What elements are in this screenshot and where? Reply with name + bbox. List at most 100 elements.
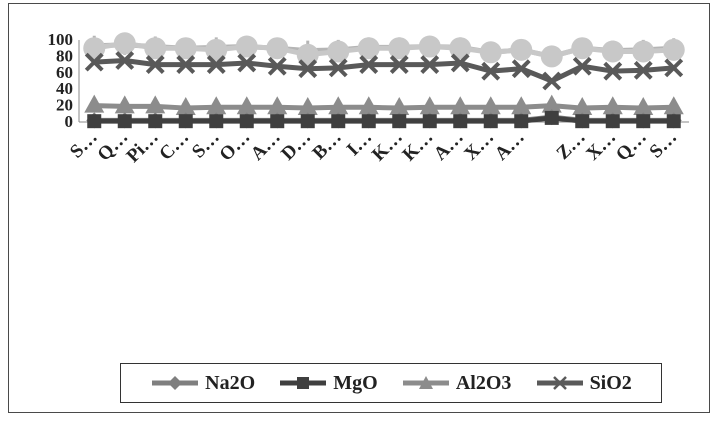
legend-swatch-sio2 — [536, 376, 583, 390]
legend-item-sio2: SiO2 — [535, 372, 632, 395]
data-point — [510, 38, 533, 61]
data-point — [84, 52, 104, 72]
data-point — [359, 55, 379, 75]
data-point — [453, 114, 468, 129]
x-tick-label: S… — [66, 127, 102, 163]
y-tick-label: 0 — [65, 112, 74, 131]
y-tick-label: 40 — [56, 79, 73, 98]
data-point — [84, 94, 105, 113]
series-sio2 — [84, 51, 684, 91]
data-point — [357, 37, 380, 60]
data-point — [83, 37, 106, 60]
data-point — [540, 45, 563, 68]
data-point — [267, 96, 288, 115]
x-tick-label: A… — [430, 127, 468, 165]
data-point — [544, 110, 559, 125]
data-point — [144, 37, 167, 60]
data-point — [239, 114, 254, 129]
x-tick-label: A… — [247, 127, 285, 165]
data-point — [480, 96, 501, 115]
data-point — [633, 97, 654, 116]
data-point — [663, 96, 684, 115]
data-point — [388, 37, 411, 60]
data-point — [603, 61, 623, 81]
data-point — [389, 97, 410, 116]
chart-frame: 0 20 40 60 80 100 S… Q… Pi… C… S… O… A… D… B… I… K… K… A…… — [8, 3, 710, 413]
data-point — [148, 114, 163, 129]
x-tick-label: X… — [460, 127, 498, 165]
data-point — [266, 37, 289, 60]
data-point — [270, 114, 285, 129]
data-point — [575, 114, 590, 129]
x-tick-label: I… — [343, 127, 377, 161]
x-tick-label: K… — [368, 127, 407, 166]
legend-label-mgo: MgO — [333, 371, 378, 394]
data-point — [145, 55, 165, 75]
data-point — [114, 95, 135, 114]
data-point — [174, 37, 197, 60]
x-tick-label: S… — [646, 127, 682, 163]
data-point — [87, 114, 102, 129]
x-tick-label: A… — [491, 127, 529, 165]
x-tick-label: X… — [582, 127, 620, 165]
data-point — [602, 96, 623, 115]
data-point — [450, 96, 471, 115]
x-tick-label: B… — [309, 127, 346, 164]
x-axis: S…Q…Pi…C…S…O…A…D…B…I…K…K…A…X…A… Z…X…Q…S… — [66, 127, 681, 167]
data-point — [422, 114, 437, 129]
series-other-1 — [83, 32, 685, 68]
data-point — [235, 35, 258, 58]
data-point — [601, 40, 624, 63]
chart-legend: Na2O MgO Al2O3 SiO2 — [120, 363, 662, 403]
data-point — [327, 40, 350, 63]
data-point — [209, 114, 224, 129]
x-tick-label: S… — [188, 127, 224, 163]
x-tick-label: Q… — [612, 127, 651, 166]
legend-label-al2o3: Al2O3 — [455, 371, 512, 394]
legend-label-sio2: SiO2 — [589, 371, 632, 394]
data-point — [514, 114, 529, 129]
data-point — [115, 51, 135, 70]
x-tick-label: D… — [277, 127, 315, 165]
data-point — [632, 40, 655, 63]
data-point — [479, 41, 502, 64]
data-point — [571, 37, 594, 60]
data-point — [358, 96, 379, 115]
data-point — [572, 97, 593, 116]
data-point — [420, 55, 440, 75]
data-point — [145, 95, 166, 114]
legend-item-al2o3: Al2O3 — [401, 371, 512, 395]
x-tick-label: Z… — [553, 127, 590, 164]
data-point — [389, 55, 409, 75]
data-point — [481, 61, 501, 81]
data-point — [605, 114, 620, 129]
legend-item-mgo: MgO — [278, 371, 378, 395]
series-mgo — [87, 110, 681, 129]
data-point — [392, 114, 407, 129]
data-point — [541, 94, 562, 113]
y-tick-label: 60 — [56, 63, 73, 82]
data-point — [175, 97, 196, 116]
y-tick-label: 20 — [56, 96, 73, 115]
legend-swatch-al2o3 — [402, 376, 449, 389]
data-point — [117, 114, 132, 129]
data-point — [361, 114, 376, 129]
series-layer — [83, 32, 685, 129]
data-point — [236, 96, 257, 115]
data-point — [296, 43, 319, 66]
data-point — [328, 58, 348, 78]
x-tick-label: Q… — [94, 127, 133, 166]
data-point — [300, 114, 315, 129]
data-point — [572, 56, 592, 76]
data-point — [206, 55, 226, 75]
legend-swatch-na2o — [152, 376, 199, 390]
data-point — [542, 71, 562, 91]
data-point — [298, 59, 318, 79]
data-point — [267, 56, 287, 76]
x-tick-label: Pi… — [123, 127, 163, 167]
legend-label-na2o: Na2O — [205, 371, 256, 394]
data-point — [633, 60, 653, 80]
data-point — [328, 96, 349, 115]
data-point — [450, 53, 470, 73]
x-tick-label: O… — [216, 127, 255, 166]
